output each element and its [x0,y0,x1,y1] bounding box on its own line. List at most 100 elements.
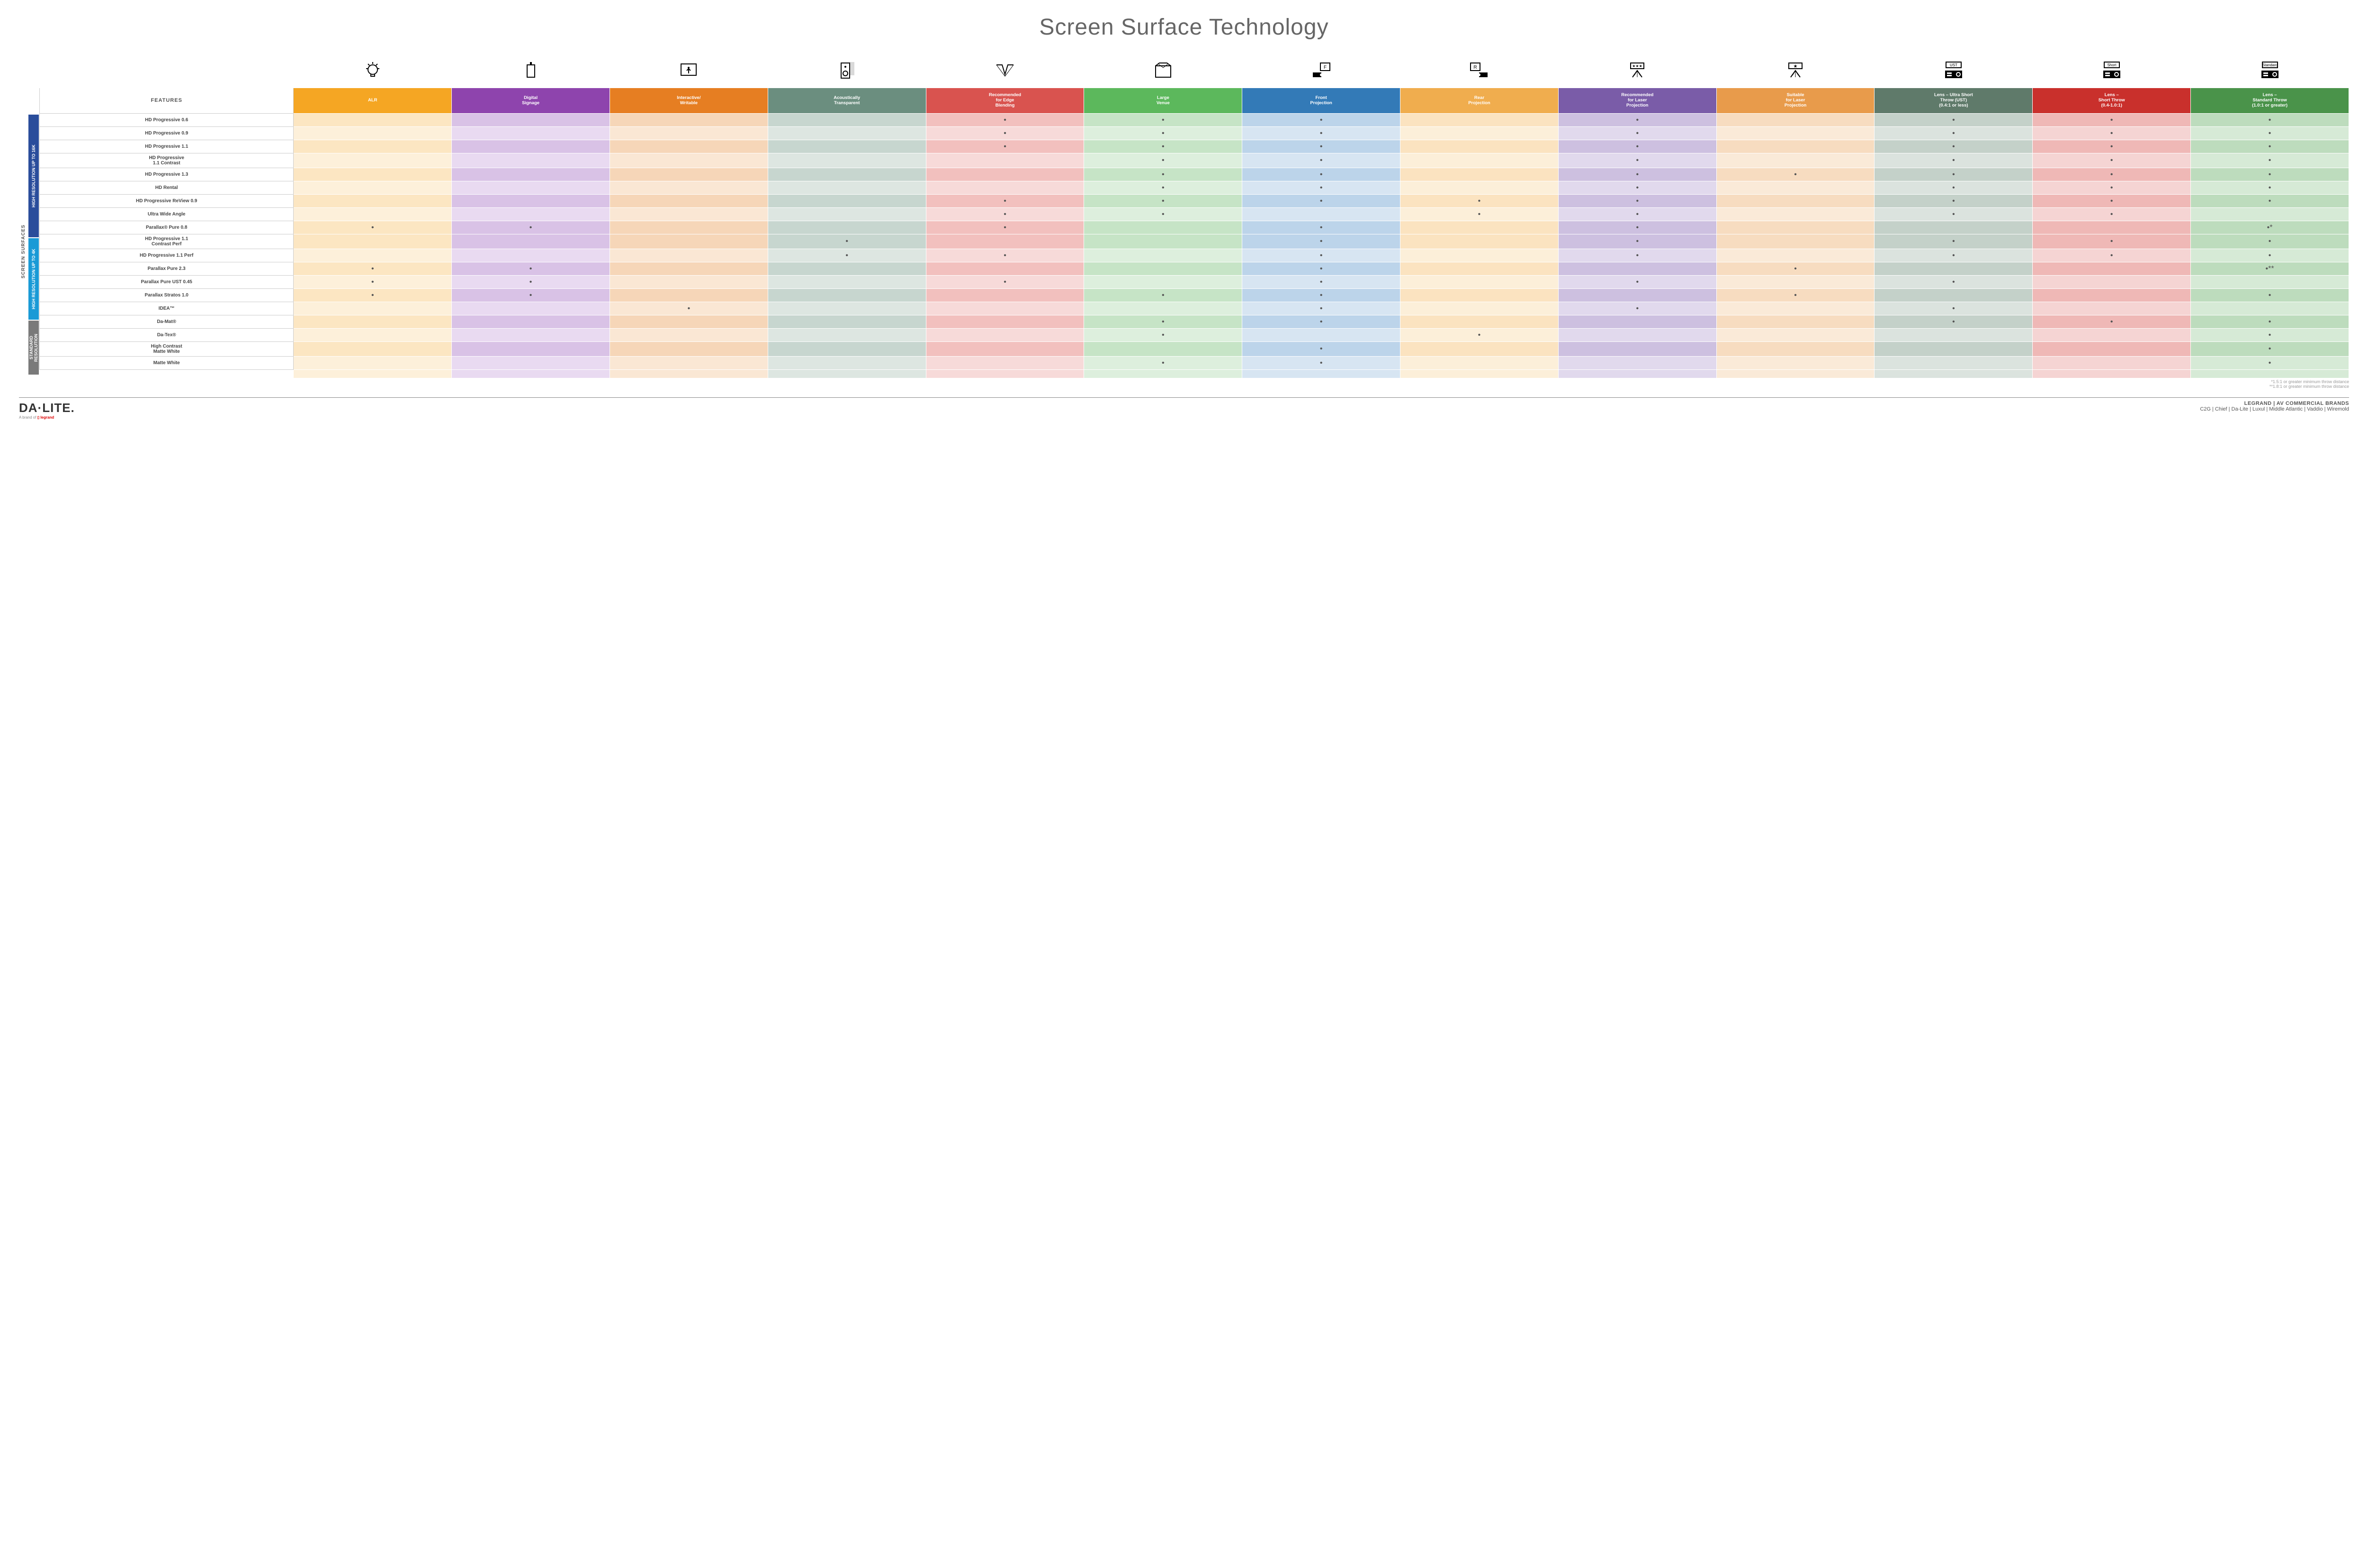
cell: • [2033,127,2191,140]
cell: • [1558,181,1716,195]
cell [610,208,768,221]
cell [294,302,452,315]
cell: • [2191,181,2349,195]
cell [610,315,768,329]
brand-logo: DA·LITE. [19,401,75,415]
cell [768,357,926,370]
col-header-front: FrontProjection [1242,88,1400,114]
cell: • [452,289,610,302]
cell: • [1242,153,1400,168]
col-icon-rear: R [1400,55,1559,88]
cell [1084,302,1242,315]
cell: • [1875,153,2033,168]
cell: • [926,127,1084,140]
cell: •** [2191,262,2349,276]
cell [1400,357,1559,370]
features-header: FEATURES [40,88,294,114]
cell [926,342,1084,357]
cell: • [926,276,1084,289]
row-label: Ultra Wide Angle [40,208,294,221]
cell [294,153,452,168]
cell: • [1875,276,2033,289]
cell: • [1084,289,1242,302]
cell [926,302,1084,315]
footnotes: *1.5:1 or greater minimum throw distance… [39,379,2349,389]
col-header-signage: DigitalSignage [452,88,610,114]
cell: • [452,276,610,289]
cell [1400,276,1559,289]
cell: • [2033,140,2191,153]
cell [452,357,610,370]
brands-title: LEGRAND | AV COMMERCIAL BRANDS [2200,401,2349,406]
cell [294,195,452,208]
cell [1558,357,1716,370]
cell [926,289,1084,302]
cell [610,276,768,289]
cell [610,181,768,195]
col-icon-short: Short [2033,55,2191,88]
cell: • [1875,234,2033,249]
cell [926,315,1084,329]
cell [452,168,610,181]
cell: • [1875,208,2033,221]
cell: • [294,289,452,302]
cell: • [1084,153,1242,168]
cell: • [1716,168,1875,181]
cell [1400,315,1559,329]
chart: SCREEN SURFACES HIGH RESOLUTION UP TO 16… [19,54,2349,389]
cell: • [1242,289,1400,302]
cell: • [2191,249,2349,262]
col-icon-interactive [610,55,768,88]
cell [2191,302,2349,315]
cell: • [1242,342,1400,357]
row-label: HD Progressive1.1 Contrast [40,153,294,168]
cell: • [926,249,1084,262]
row-label: HD Progressive ReView 0.9 [40,195,294,208]
cell [1716,329,1875,342]
cell [1875,262,2033,276]
row-label: IDEA™ [40,302,294,315]
cell [1400,249,1559,262]
cell [1875,329,2033,342]
col-icon-reclaser: ★★★ [1558,55,1716,88]
cell [1716,315,1875,329]
cell [926,168,1084,181]
cell: • [2191,127,2349,140]
cell [1400,302,1559,315]
cell [610,153,768,168]
cell: • [2033,195,2191,208]
cell [1400,221,1559,234]
cell [610,140,768,153]
cell [294,208,452,221]
cell [768,114,926,127]
cell: • [1716,289,1875,302]
col-header-interactive: Interactive/Writable [610,88,768,114]
col-icon-std: Standard [2191,55,2349,88]
cell [1558,342,1716,357]
row-label: HD Progressive 1.1 [40,140,294,153]
col-icon-acoustic [768,55,926,88]
cell [610,262,768,276]
row-label: HD Rental [40,181,294,195]
cell: • [1558,195,1716,208]
cell: • [2191,315,2349,329]
svg-text:Short: Short [2107,63,2117,67]
cell [768,302,926,315]
row-label: HD Progressive 1.3 [40,168,294,181]
cell [2033,342,2191,357]
cell [1084,234,1242,249]
cell [610,329,768,342]
cell: • [1716,262,1875,276]
cell: • [1242,234,1400,249]
cell: • [1558,276,1716,289]
cell [768,221,926,234]
cell [1716,181,1875,195]
cell [1716,221,1875,234]
col-header-acoustic: AcousticallyTransparent [768,88,926,114]
col-header-rear: RearProjection [1400,88,1559,114]
cell [1084,276,1242,289]
cell [1716,234,1875,249]
cell [768,127,926,140]
cell: • [1084,329,1242,342]
cell: • [2033,208,2191,221]
